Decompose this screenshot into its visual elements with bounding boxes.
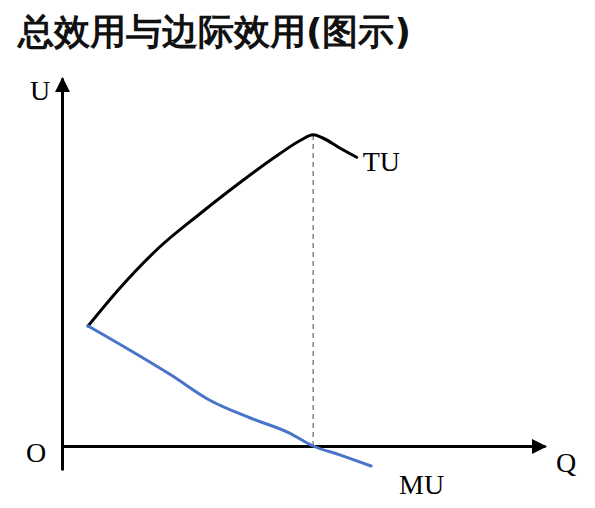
- series-label: TU: [363, 146, 400, 177]
- x-axis-label: Q: [556, 447, 576, 478]
- plot-area: [88, 135, 371, 466]
- origin-label: O: [26, 437, 46, 468]
- series-line: [88, 135, 357, 326]
- title: 总效用与边际效用(图示): [16, 11, 411, 52]
- series-label: MU: [399, 469, 444, 500]
- y-axis: [62, 79, 63, 471]
- y-axis-label: U: [30, 75, 50, 106]
- peak-guide: [313, 135, 314, 446]
- x-axis: [63, 446, 546, 447]
- chart: 总效用与边际效用(图示) U Q O TU MU: [0, 0, 595, 508]
- x-axis-line: [63, 445, 546, 448]
- y-axis-line: [61, 79, 64, 471]
- series-line: [88, 326, 371, 466]
